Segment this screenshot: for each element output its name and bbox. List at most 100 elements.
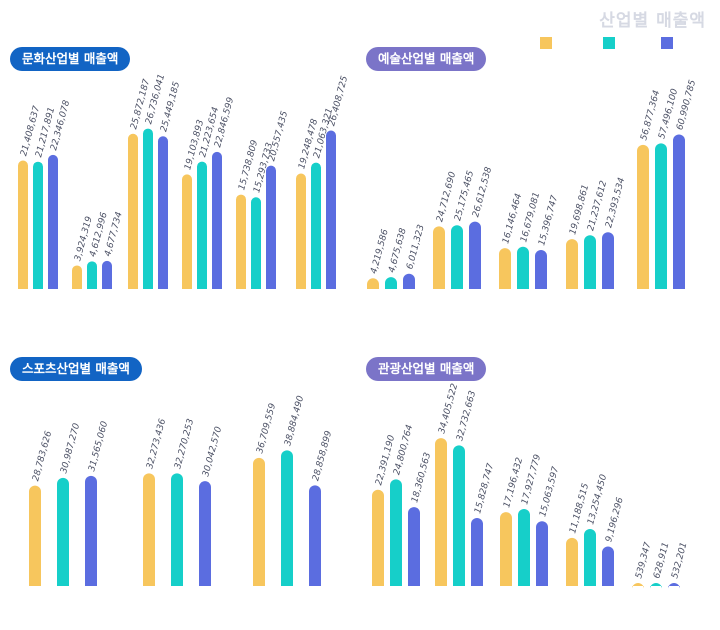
data-label-g3-c: 15,063,597 — [538, 465, 561, 518]
page-title: 산업별 매출액 — [599, 11, 706, 31]
bar-g4-a — [566, 537, 578, 586]
bar-g2-b — [171, 473, 183, 586]
data-label-g5-b: 628,911 — [652, 541, 671, 580]
bar-g3-a — [128, 133, 138, 289]
bar-g3-b — [281, 450, 293, 586]
chart-panel-tourism: 관광산업별 매출액 22,391,190 24,800,764 18,360,563… — [366, 357, 706, 619]
bar-g3-a — [253, 457, 265, 586]
bar-g3-a — [500, 512, 512, 586]
bar-g2-c — [471, 517, 483, 586]
bar-g5-b — [650, 583, 662, 589]
chart-tourism: 22,391,19024,800,76418,360,56334,405,522… — [372, 382, 690, 589]
chart-arts: 4,219,5864,675,6386,011,32324,712,69025,… — [367, 79, 698, 289]
bar-g6-c — [326, 130, 336, 289]
bar-g2-b — [87, 261, 97, 289]
bar-g4-a — [182, 174, 192, 289]
data-label-g1-a: 22,391,190 — [374, 434, 397, 487]
bar-g1-a — [367, 278, 379, 289]
legend-swatch-series-2 — [603, 37, 615, 49]
bar-g1-b — [57, 477, 69, 586]
bar-g2-a — [435, 438, 447, 586]
bar-g3-c — [158, 136, 168, 289]
bar-g1-a — [18, 160, 28, 289]
chart-title-tourism: 관광산업별 매출액 — [366, 357, 487, 381]
data-label-g5-c: 60,990,785 — [675, 79, 698, 132]
bar-g3-c — [535, 249, 547, 289]
bar-g5-a — [637, 144, 649, 289]
data-label-g1-c: 31,565,060 — [87, 420, 110, 473]
bar-g3-c — [536, 521, 548, 586]
bar-g3-a — [499, 248, 511, 289]
data-label-g4-c: 9,196,296 — [604, 496, 626, 543]
bar-g4-a — [566, 239, 578, 289]
bar-g2-a — [433, 226, 445, 289]
bar-g4-b — [584, 235, 596, 289]
bar-g2-a — [72, 265, 82, 289]
legend-swatch-series-3 — [661, 37, 673, 49]
bar-g5-a — [236, 194, 246, 289]
bar-g1-a — [372, 489, 384, 586]
data-label-g3-b: 38,884,490 — [283, 394, 306, 447]
data-label-g3-c: 28,858,899 — [311, 429, 334, 482]
bar-g4-c — [602, 546, 614, 586]
bar-g6-b — [311, 162, 321, 289]
chart-sports: 28,783,626 30,987,270 31,565,060 32,273,436… — [29, 394, 334, 586]
data-label-g1-a: 28,783,626 — [31, 430, 54, 483]
data-label-g3-a: 36,709,559 — [255, 402, 278, 455]
chart-title-sports: 스포츠산업별 매출액 — [10, 357, 142, 381]
data-label-g4-b: 13,254,450 — [586, 473, 609, 526]
bar-g4-b — [197, 161, 207, 289]
bar-g4-c — [602, 232, 614, 289]
bar-g1-b — [33, 161, 43, 289]
bar-g4-c — [212, 151, 222, 289]
data-label-g5-c: 20,557,435 — [267, 110, 290, 163]
bar-g2-c — [199, 481, 211, 586]
bar-g3-b — [517, 246, 529, 289]
chart-title-culture: 문화산업별 매출액 — [10, 47, 131, 71]
data-label-g2-c: 15,828,747 — [473, 462, 496, 515]
bar-g3-c — [309, 485, 321, 586]
data-label-g3-c: 15,396,747 — [537, 194, 560, 247]
bar-g1-c — [48, 154, 58, 289]
bar-g1-a — [29, 485, 41, 586]
data-label-g2-b: 32,270,253 — [173, 418, 196, 471]
data-label-g1-b: 24,800,764 — [392, 424, 415, 477]
bar-g1-c — [408, 507, 420, 586]
chart-panel-culture: 문화산업별 매출액 21,408,637 21,217,891 22,346,078… — [10, 47, 350, 309]
bar-g5-b — [251, 197, 261, 289]
bar-g3-b — [143, 128, 153, 289]
bar-g4-b — [584, 529, 596, 586]
bar-g3-b — [518, 508, 530, 586]
data-label-g1-b: 30,987,270 — [59, 422, 82, 475]
bar-g5-b — [655, 143, 667, 289]
data-label-g5-c: 532,201 — [670, 541, 689, 580]
data-label-g2-b: 32,732,663 — [455, 389, 478, 442]
data-label-g2-a: 34,405,522 — [437, 382, 460, 435]
data-label-g5-a: 539,347 — [634, 541, 653, 580]
data-label-g1-c: 18,360,563 — [410, 451, 433, 504]
bar-g2-c — [469, 221, 481, 289]
legend-swatch-series-1 — [540, 37, 552, 49]
bar-g2-c — [102, 260, 112, 289]
bar-g2-b — [451, 225, 463, 289]
bar-g1-b — [390, 479, 402, 586]
data-label-g2-a: 32,273,436 — [145, 418, 168, 471]
bar-g1-c — [403, 273, 415, 289]
bar-g1-c — [85, 475, 97, 586]
bar-g5-c — [266, 165, 276, 289]
chart-panel-arts: 예술산업별 매출액 4,219,586 4,675,638 6,011,323 24,… — [366, 47, 706, 309]
bar-g2-b — [453, 445, 465, 586]
data-label-g2-c: 30,042,570 — [201, 425, 224, 478]
legend — [540, 37, 710, 51]
bar-g5-c — [668, 583, 680, 589]
bar-g1-b — [385, 277, 397, 289]
data-label-g6-c: 26,408,725 — [327, 75, 350, 128]
bar-g2-a — [143, 473, 155, 586]
bar-g5-c — [673, 134, 685, 289]
chart-panel-sports: 스포츠산업별 매출액 28,783,626 30,987,270 31,565,06… — [10, 357, 350, 619]
bar-g5-a — [632, 583, 644, 589]
bar-g6-a — [296, 173, 306, 289]
chart-title-arts: 예술산업별 매출액 — [366, 47, 487, 71]
data-label-g4-a: 11,188,515 — [568, 482, 591, 535]
chart-culture: 21,408,63721,217,89122,346,0783,924,3194… — [18, 73, 350, 289]
